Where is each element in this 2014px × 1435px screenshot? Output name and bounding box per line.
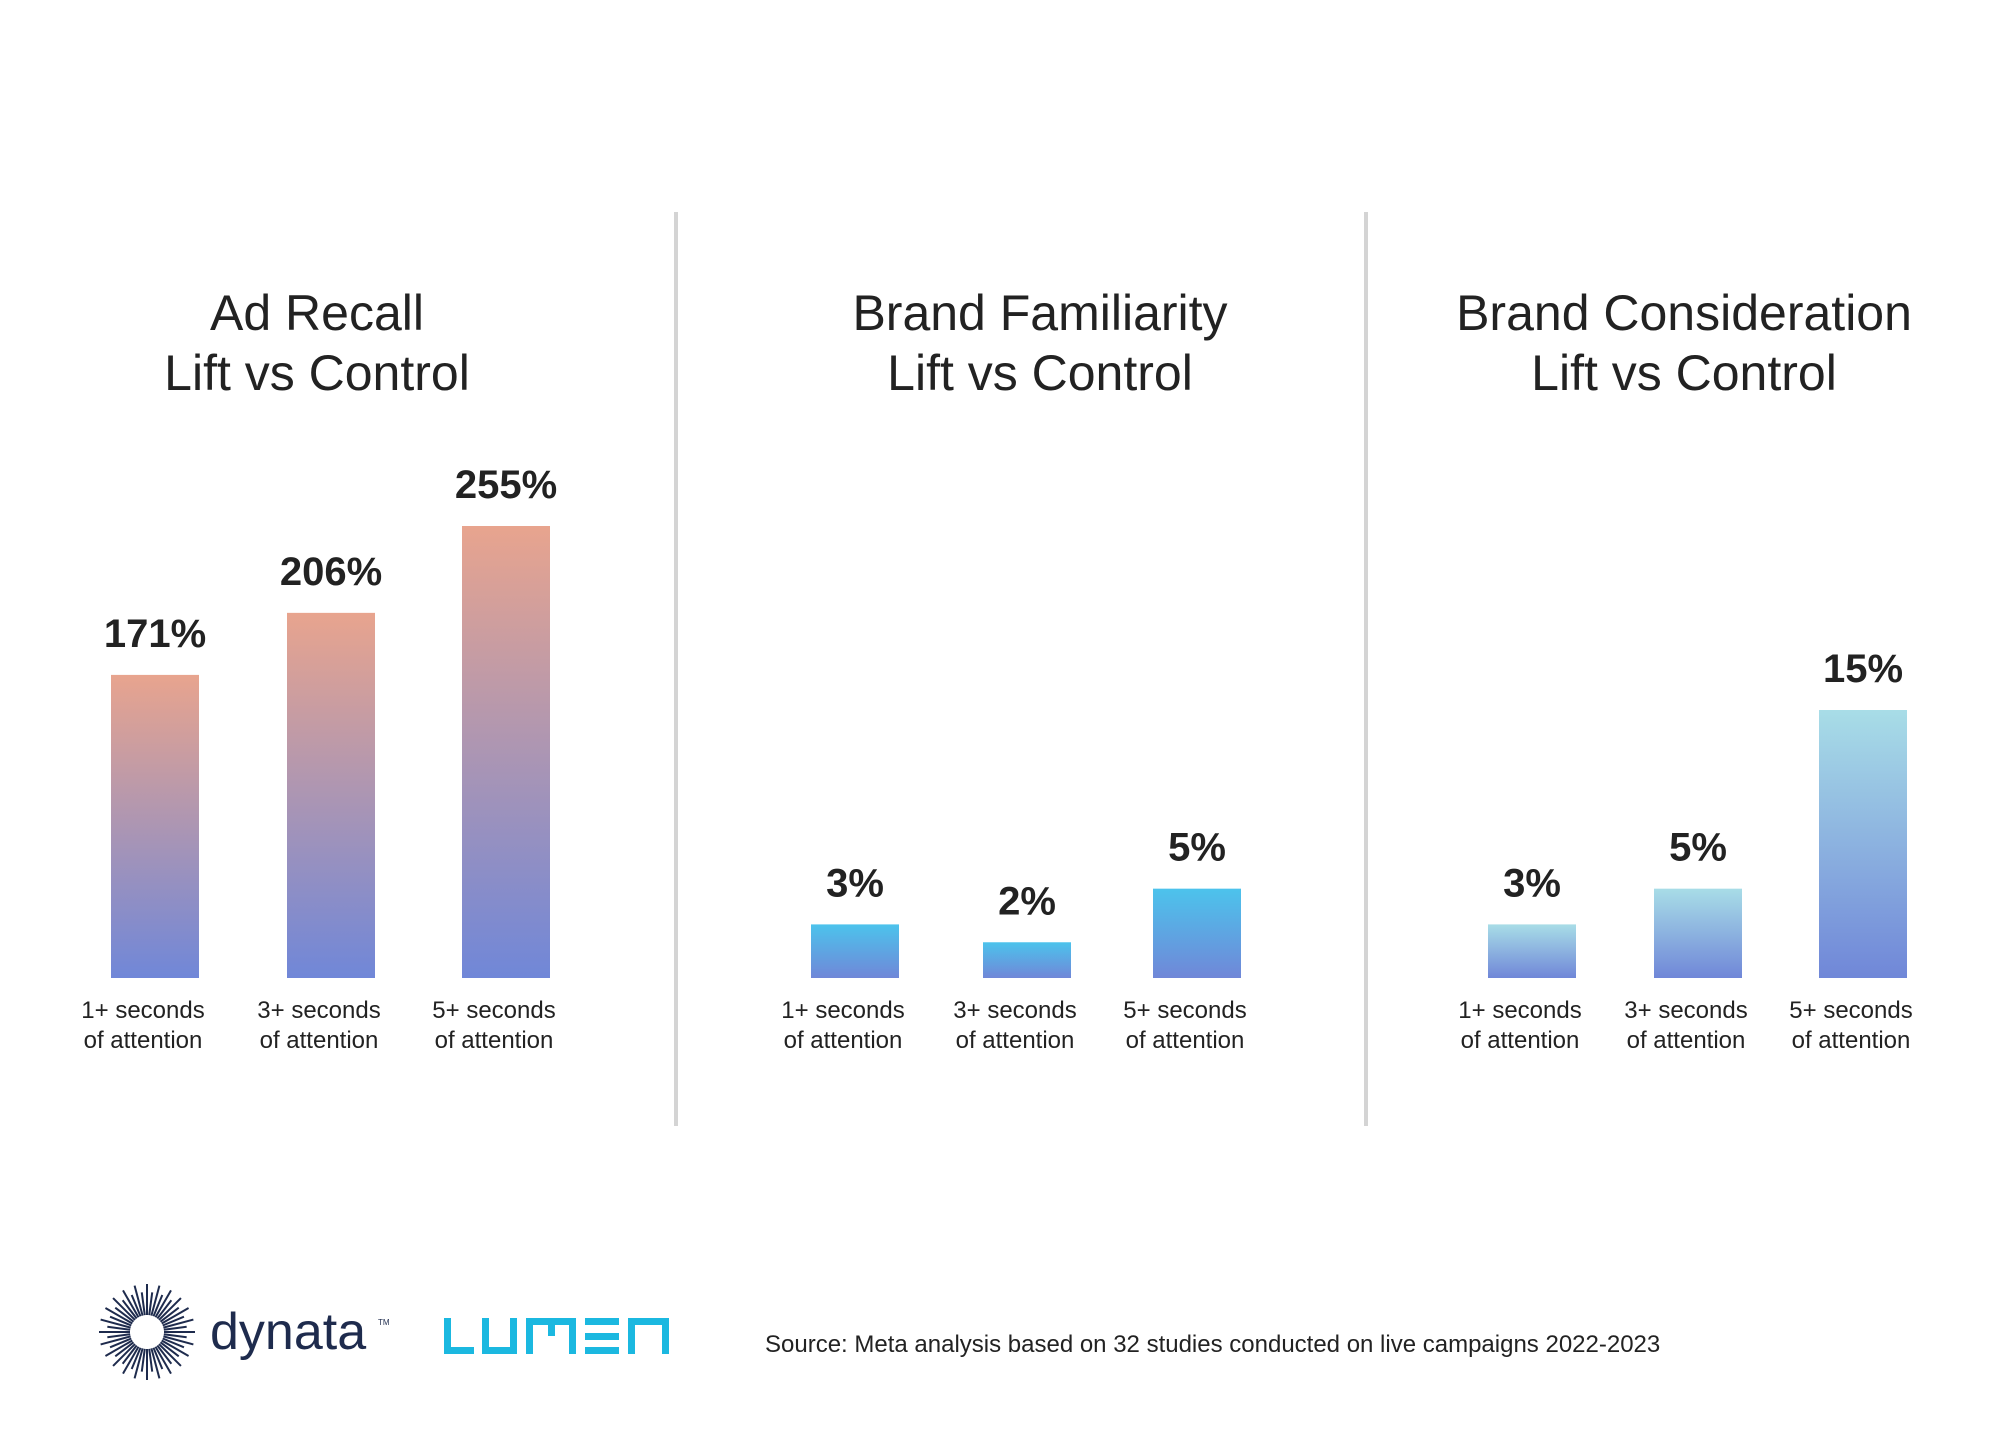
x-tick-label: of attention	[1461, 1027, 1580, 1054]
sunburst-ray	[150, 1348, 161, 1379]
sunburst-ray	[133, 1348, 144, 1379]
bar	[287, 612, 375, 978]
sunburst-ray	[159, 1341, 180, 1358]
bar	[111, 674, 199, 978]
sunburst-ray	[148, 1348, 154, 1372]
x-tick-label: 5+ seconds	[1789, 997, 1912, 1024]
sunburst-ray	[122, 1289, 140, 1318]
sunburst-ray	[112, 1343, 136, 1367]
x-tick-label: of attention	[1792, 1027, 1911, 1054]
bar	[1654, 888, 1742, 978]
sunburst-ray	[121, 1299, 138, 1320]
sunburst-ray	[112, 1297, 136, 1321]
sunburst-ray	[161, 1307, 190, 1325]
sunburst-ray	[140, 1292, 146, 1316]
sunburst-ray	[163, 1333, 187, 1339]
chart-title-line-2: Lift vs Control	[164, 345, 470, 401]
sunburst-ray	[104, 1339, 133, 1357]
sunburst-ray	[163, 1335, 194, 1346]
sunburst-ray	[158, 1297, 182, 1321]
sunburst-ray	[140, 1348, 146, 1372]
data-label: 171%	[104, 612, 206, 656]
x-tick-label: of attention	[784, 1027, 903, 1054]
lumen-logo	[444, 1318, 669, 1354]
sunburst-ray	[122, 1346, 140, 1375]
x-tick-label: 1+ seconds	[1458, 997, 1581, 1024]
x-tick-label: of attention	[84, 1027, 203, 1054]
sunburst-ray	[114, 1306, 135, 1323]
sunburst-ray	[130, 1294, 142, 1317]
data-label: 206%	[280, 550, 382, 594]
sunburst-ray	[130, 1347, 142, 1370]
chart-title-line-1: Ad Recall	[210, 285, 424, 341]
x-tick-label: of attention	[956, 1027, 1075, 1054]
sunburst-ray	[152, 1347, 164, 1370]
sunburst-ray	[163, 1325, 187, 1331]
sunburst-ray	[156, 1299, 173, 1320]
dynata-sunburst-icon	[99, 1284, 195, 1380]
data-label: 5%	[1669, 826, 1727, 870]
chart-title-line-1: Brand Familiarity	[852, 285, 1227, 341]
bar	[811, 924, 899, 978]
bar	[462, 526, 550, 978]
dynata-logo: dynata TM	[99, 1284, 390, 1380]
sunburst-ray	[161, 1339, 190, 1357]
sunburst-ray	[107, 1333, 131, 1339]
bar	[1819, 710, 1907, 978]
x-tick-label: of attention	[1126, 1027, 1245, 1054]
x-tick-label: of attention	[435, 1027, 554, 1054]
sunburst-ray	[159, 1306, 180, 1323]
sunburst-ray	[100, 1318, 131, 1329]
bar	[1488, 924, 1576, 978]
x-tick-label: 5+ seconds	[1123, 997, 1246, 1024]
chart-title-line-2: Lift vs Control	[887, 345, 1193, 401]
chart-title-line-1: Brand Consideration	[1456, 285, 1912, 341]
sunburst-ray	[158, 1343, 182, 1367]
sunburst-ray	[109, 1337, 132, 1349]
sunburst-ray	[150, 1285, 161, 1316]
data-label: 255%	[455, 463, 557, 507]
data-label: 3%	[1503, 861, 1561, 905]
sunburst-ray	[152, 1294, 164, 1317]
data-label: 5%	[1168, 826, 1226, 870]
sunburst-ray	[163, 1318, 194, 1329]
data-label: 3%	[826, 861, 884, 905]
x-tick-label: 5+ seconds	[432, 997, 555, 1024]
sunburst-ray	[154, 1289, 172, 1318]
sunburst-ray	[148, 1292, 154, 1316]
sunburst-ray	[154, 1346, 172, 1375]
dynata-wordmark: dynata	[210, 1303, 366, 1361]
x-tick-label: 1+ seconds	[81, 997, 204, 1024]
sunburst-ray	[121, 1344, 138, 1365]
sunburst-ray	[133, 1285, 144, 1316]
x-tick-label: 1+ seconds	[781, 997, 904, 1024]
data-label: 2%	[998, 879, 1056, 923]
sunburst-ray	[107, 1325, 131, 1331]
sunburst-ray	[162, 1315, 185, 1327]
sunburst-ray	[109, 1315, 132, 1327]
x-tick-label: of attention	[260, 1027, 379, 1054]
x-tick-label: of attention	[1627, 1027, 1746, 1054]
sunburst-ray	[104, 1307, 133, 1325]
bar	[1153, 888, 1241, 978]
sunburst-ray	[100, 1335, 131, 1346]
x-tick-label: 3+ seconds	[257, 997, 380, 1024]
dynata-trademark: TM	[378, 1318, 390, 1327]
data-label: 15%	[1823, 647, 1903, 691]
sunburst-ray	[114, 1341, 135, 1358]
sunburst-ray	[156, 1344, 173, 1365]
bar	[983, 942, 1071, 978]
source-note: Source: Meta analysis based on 32 studie…	[765, 1331, 1660, 1358]
sunburst-ray	[162, 1337, 185, 1349]
x-tick-label: 3+ seconds	[1624, 997, 1747, 1024]
x-tick-label: 3+ seconds	[953, 997, 1076, 1024]
chart-title-line-2: Lift vs Control	[1531, 345, 1837, 401]
